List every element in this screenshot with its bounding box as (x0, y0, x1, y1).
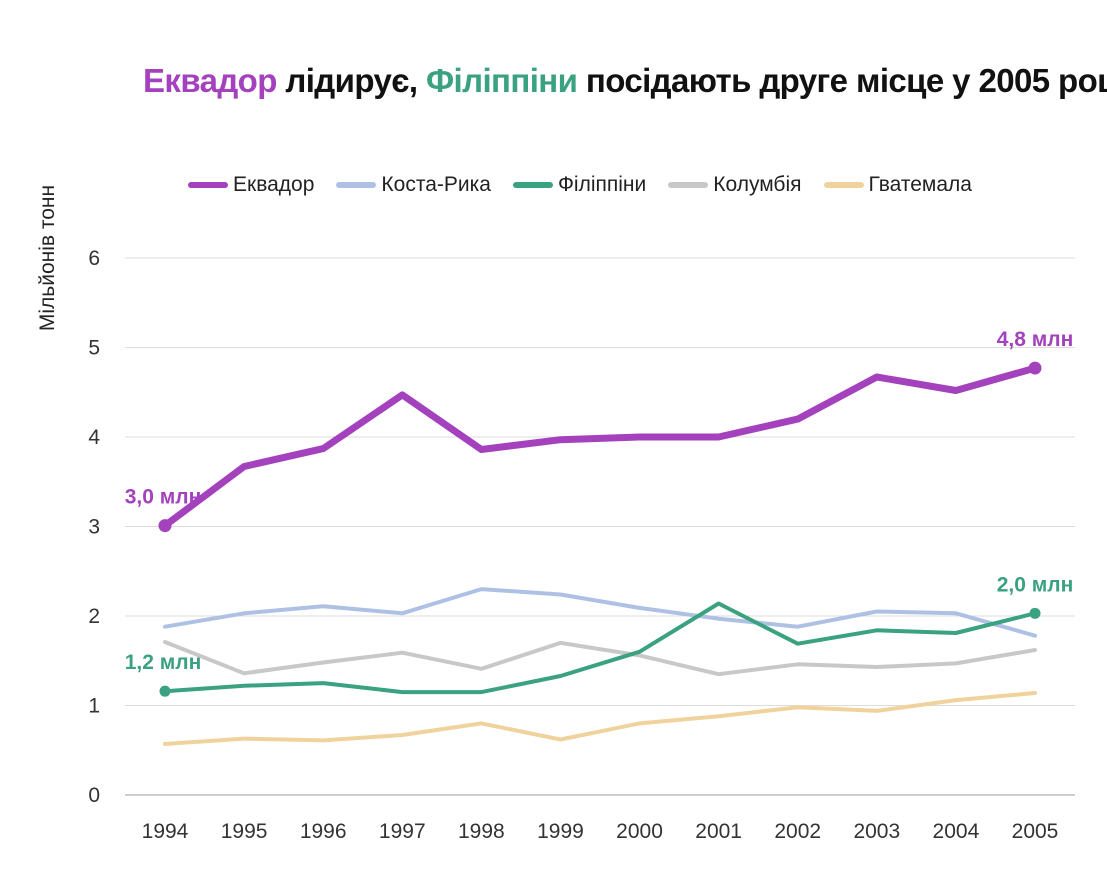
annotation-marker (158, 519, 172, 533)
legend-item-3: Колумбія (668, 173, 802, 197)
y-tick-label: 3 (88, 516, 100, 539)
series-line-1 (163, 587, 1037, 638)
x-tick-label: 1999 (537, 820, 584, 843)
data-label-3: 2,0 млн (997, 573, 1074, 596)
x-tick-label: 2002 (774, 820, 821, 843)
chart-title: Еквадор лідирує, Філіппіни посідають дру… (143, 62, 1107, 112)
y-tick-label: 0 (88, 784, 100, 807)
x-tick-label: 2000 (616, 820, 663, 843)
series-line-0 (161, 364, 1039, 530)
legend-label: Філіппіни (557, 173, 647, 196)
legend-item-0: Еквадор (188, 173, 314, 197)
x-tick-label: 1995 (221, 820, 268, 843)
legend-label: Колумбія (713, 173, 802, 196)
x-tick-label: 2001 (695, 820, 742, 843)
legend-item-2: Філіппіни (512, 173, 647, 197)
y-tick-label: 1 (88, 695, 100, 718)
legend-swatch (188, 182, 228, 188)
title-part-1: лідирує, (276, 62, 426, 99)
series-line-4 (163, 691, 1037, 746)
legend: Еквадор Коста-Рика Філіппіни Колумбія Гватем… (188, 170, 994, 200)
x-tick-label: 2004 (933, 820, 980, 843)
title-part-0: Еквадор (143, 62, 277, 99)
x-tick-label: 1998 (458, 820, 505, 843)
legend-label: Коста-Рика (381, 173, 491, 196)
y-tick-label: 6 (88, 247, 100, 270)
x-tick-label: 1997 (379, 820, 426, 843)
y-tick-label: 5 (88, 337, 100, 360)
legend-swatch (336, 182, 377, 188)
data-label-2: 1,2 млн (125, 651, 202, 674)
legend-swatch (668, 182, 709, 188)
x-tick-label: 2003 (853, 820, 900, 843)
title-part-3: посідають друге місце у 2005 році (577, 62, 1107, 99)
legend-label: Еквадор (233, 173, 315, 196)
x-tick-label: 1994 (142, 820, 189, 843)
data-label-0: 3,0 млн (125, 486, 202, 509)
legend-item-1: Коста-Рика (336, 173, 491, 197)
legend-item-4: Гватемала (823, 173, 972, 197)
legend-swatch (823, 182, 864, 188)
annotation-marker (159, 685, 171, 697)
legend-label: Гватемала (868, 173, 972, 196)
y-tick-label: 2 (88, 605, 100, 628)
legend-swatch (512, 182, 553, 188)
title-part-2: Філіппіни (425, 62, 578, 99)
annotation-marker (1029, 607, 1041, 619)
data-label-1: 4,8 млн (997, 328, 1074, 351)
x-tick-label: 1996 (300, 820, 347, 843)
series-line-3 (163, 640, 1037, 677)
y-tick-label: 4 (88, 426, 100, 449)
annotation-marker (1028, 361, 1042, 375)
series-line-2 (163, 601, 1037, 695)
x-tick-label: 2005 (1012, 820, 1059, 843)
